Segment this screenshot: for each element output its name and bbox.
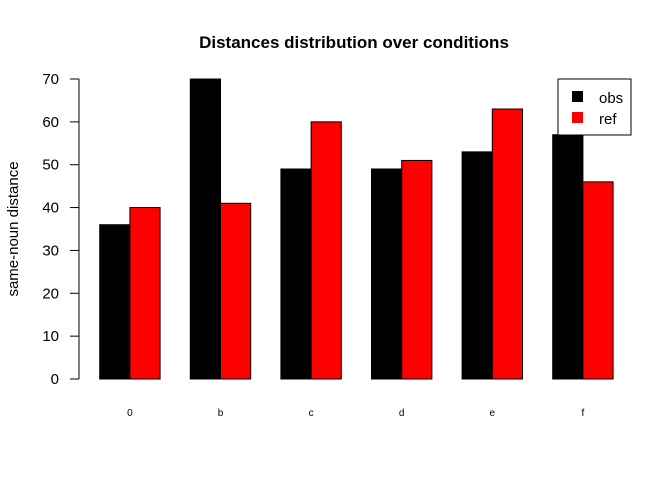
- legend-label-ref: ref: [599, 111, 617, 128]
- bar-ref-f: [582, 181, 614, 380]
- y-tick-label: 60: [42, 114, 59, 131]
- legend-swatch-obs: [572, 91, 583, 102]
- bar-obs-e: [461, 151, 493, 380]
- legend-label-obs: obs: [599, 90, 623, 107]
- x-tick-label: b: [218, 408, 224, 419]
- x-tick-labels: 0 b c d e f: [127, 408, 584, 419]
- bar-ref-d: [401, 159, 433, 380]
- bar-obs-c: [280, 168, 312, 380]
- y-axis-label: same-noun distance: [5, 161, 22, 296]
- bar-obs-f: [552, 134, 584, 380]
- bar-obs-0: [99, 224, 131, 380]
- chart-title: Distances distribution over conditions: [199, 33, 509, 52]
- bar-ref-e: [491, 108, 523, 380]
- legend-box: [557, 78, 632, 136]
- y-axis: 0 10 20 30 40 50 60 70: [42, 71, 80, 388]
- y-tick-label: 70: [42, 71, 59, 88]
- bar-obs-b: [189, 78, 222, 380]
- bar-ref-b: [220, 202, 252, 380]
- x-tick-label: e: [490, 408, 496, 419]
- y-tick-label: 10: [42, 328, 59, 345]
- bars: [99, 78, 614, 380]
- x-tick-label: 0: [127, 408, 133, 419]
- y-tick-label: 30: [42, 242, 59, 259]
- x-tick-label: d: [399, 408, 405, 419]
- bar-obs-d: [371, 168, 403, 380]
- x-tick-label: f: [582, 408, 585, 419]
- y-tick-label: 40: [42, 200, 59, 217]
- y-tick-label: 20: [42, 285, 59, 302]
- x-tick-label: c: [309, 408, 314, 419]
- legend: obs ref: [557, 78, 632, 136]
- y-tick-label: 50: [42, 157, 59, 174]
- y-tick-label: 0: [51, 371, 59, 388]
- bar-ref-c: [310, 121, 342, 380]
- legend-swatch-ref: [572, 112, 583, 123]
- bar-ref-0: [129, 207, 161, 380]
